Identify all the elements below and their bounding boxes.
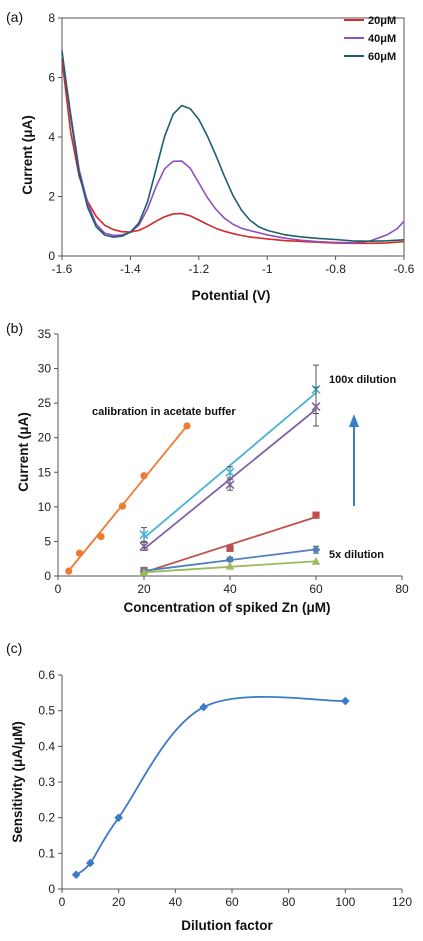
panel-c-ytick-label: 0 (48, 882, 55, 896)
panel-a-legend: 20μM 40μM 60μM (344, 15, 396, 63)
panel-b: (b) 0 20 40 60 80 0 5 10 15 20 25 30 35 Current (μA)… (6, 320, 409, 615)
panel-b-ytick-label: 30 (38, 362, 52, 376)
panel-c-label: (c) (6, 640, 22, 656)
panel-a-xtick-label: -0.6 (394, 262, 415, 276)
trend-line-3 (143, 516, 317, 574)
panel-b-xtick-label: 80 (395, 582, 409, 596)
arrow-up-icon (349, 414, 359, 506)
panel-c-ylabel: Sensitivity (μA/μM) (10, 721, 25, 843)
panel-a-xtick-label: -1.6 (52, 262, 73, 276)
data-point (312, 511, 320, 519)
trend-line-1 (143, 392, 317, 539)
annotation-100x: 100x dilution (329, 374, 397, 386)
data-point (75, 549, 84, 557)
data-point (139, 568, 149, 576)
annotation-calibration: calibration in acetate buffer (92, 406, 236, 418)
data-point (225, 562, 235, 570)
panel-c-xtick-label: 100 (335, 895, 355, 909)
panel-c-xtick-label: 60 (225, 895, 239, 909)
panel-c-xtick-label: 120 (392, 895, 412, 909)
panel-c-xtick-label: 80 (282, 895, 296, 909)
legend-60um: 60μM (368, 51, 396, 63)
panel-a-xtick-label: -1.4 (120, 262, 141, 276)
panel-b-xtick-label: 0 (55, 582, 62, 596)
panel-a-ylabel: Current (μA) (20, 115, 35, 195)
data-point (65, 567, 73, 575)
panel-a: (a) -1.6 -1.4 -1.2 -1 -0.8 -0.6 0 2 4 6 8 Current … (6, 9, 415, 303)
annotation-5x: 5x dilution (329, 549, 384, 561)
panel-c-ytick-label: 0.6 (38, 668, 55, 682)
panel-a-label: (a) (6, 9, 23, 25)
panel-a-xtick-label: -1.2 (188, 262, 209, 276)
panel-c-xtick-label: 20 (112, 895, 126, 909)
panel-c: (c) 0 20 40 60 80 100 120 0 0.1 0.2 0.3 0.4 0.5 0.6 S… (6, 640, 412, 933)
panel-b-ytick-label: 10 (38, 500, 52, 514)
panel-a-ytick-label: 0 (48, 249, 55, 263)
panel-b-xtick-label: 40 (223, 582, 237, 596)
panel-c-series (71, 695, 350, 880)
data-point (139, 541, 149, 551)
panel-b-series (65, 364, 321, 576)
panel-a-xlabel: Potential (V) (192, 288, 271, 303)
panel-a-ytick-label: 6 (48, 71, 55, 85)
data-point (311, 402, 321, 412)
panel-a-frame (61, 17, 405, 257)
panel-c-xlabel: Dilution factor (181, 918, 273, 933)
data-point (199, 702, 208, 712)
panel-c-ytick-label: 0.3 (38, 775, 55, 789)
panel-a-ytick-label: 4 (48, 130, 55, 144)
panel-a-xtick-label: -0.8 (325, 262, 346, 276)
panel-b-ytick-label: 15 (38, 465, 52, 479)
series-line-40μM (61, 53, 405, 244)
data-point (71, 870, 81, 880)
data-point (86, 858, 95, 868)
panel-c-ytick-label: 0.1 (38, 846, 55, 860)
legend-40um: 40μM (368, 33, 396, 45)
data-point (139, 529, 149, 540)
panel-c-ytick-label: 0.5 (38, 704, 55, 718)
panel-b-xlabel: Concentration of spiked Zn (μM) (123, 600, 330, 615)
panel-b-ytick-label: 20 (38, 431, 52, 445)
sensitivity-curve (75, 695, 346, 876)
data-point (118, 502, 127, 510)
panel-c-xtick-label: 0 (59, 895, 66, 909)
data-point (183, 422, 191, 430)
panel-c-ytick-label: 0.2 (38, 811, 55, 825)
panel-a-series (61, 50, 405, 245)
data-point (226, 544, 234, 552)
panel-c-xtick-label: 40 (169, 895, 183, 909)
legend-20um: 20μM (368, 15, 396, 27)
trend-line-0 (68, 425, 188, 572)
panel-b-ytick-label: 0 (44, 569, 51, 583)
data-point (140, 472, 148, 480)
data-point (341, 696, 350, 706)
data-point (225, 467, 235, 477)
panel-a-ytick-label: 2 (48, 190, 55, 204)
data-point (225, 555, 235, 564)
panel-c-axes: 0 20 40 60 80 100 120 0 0.1 0.2 0.3 0.4 0.5 0.6 (38, 668, 412, 909)
panel-a-axes: -1.6 -1.4 -1.2 -1 -0.8 -0.6 0 2 4 6 8 (48, 11, 414, 276)
data-point (311, 545, 321, 555)
panel-b-ytick-label: 25 (38, 396, 52, 410)
series-line-20μM (61, 59, 405, 245)
panel-b-ylabel: Current (μA) (16, 412, 31, 492)
panel-a-xtick-label: -1 (262, 262, 273, 276)
panel-a-ytick-label: 8 (48, 11, 55, 25)
panel-b-xtick-label: 60 (309, 582, 323, 596)
panel-b-ytick-label: 5 (44, 534, 51, 548)
data-point (225, 480, 235, 490)
panel-b-label: (b) (6, 320, 23, 336)
panel-b-xtick-label: 20 (137, 582, 151, 596)
series-line-60μM (61, 50, 405, 242)
panel-b-axes: 0 20 40 60 80 0 5 10 15 20 25 30 35 (38, 327, 409, 596)
data-point (114, 813, 123, 822)
data-point (311, 557, 321, 565)
data-point (97, 532, 105, 541)
panel-b-ytick-label: 35 (38, 327, 52, 341)
panel-c-ytick-label: 0.4 (38, 739, 55, 753)
